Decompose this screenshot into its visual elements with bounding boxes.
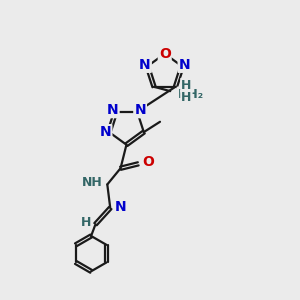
Text: O: O xyxy=(159,47,171,61)
Text: N: N xyxy=(134,103,146,117)
Text: NH: NH xyxy=(82,176,103,190)
Text: H: H xyxy=(181,79,192,92)
Text: N: N xyxy=(107,103,118,117)
Text: N: N xyxy=(139,58,151,72)
Text: N: N xyxy=(178,58,190,72)
Text: N: N xyxy=(115,200,126,214)
Text: H: H xyxy=(181,91,192,103)
Text: H: H xyxy=(81,216,91,229)
Text: NH₂: NH₂ xyxy=(178,88,204,100)
Text: O: O xyxy=(142,155,154,170)
Text: N: N xyxy=(100,125,111,139)
